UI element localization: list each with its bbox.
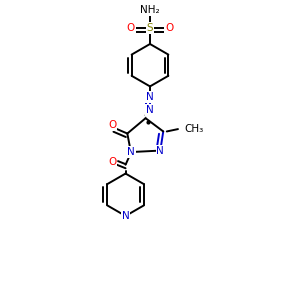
Text: N: N	[127, 147, 135, 157]
Text: N: N	[146, 92, 154, 102]
Text: N: N	[122, 211, 129, 221]
Text: O: O	[127, 23, 135, 33]
Text: O: O	[108, 120, 116, 130]
Text: S: S	[147, 23, 153, 33]
Text: N: N	[146, 105, 154, 115]
Text: O: O	[108, 157, 116, 167]
Text: CH₃: CH₃	[184, 124, 204, 134]
Text: N: N	[156, 146, 164, 156]
Text: O: O	[165, 23, 173, 33]
Text: NH₂: NH₂	[140, 5, 160, 15]
